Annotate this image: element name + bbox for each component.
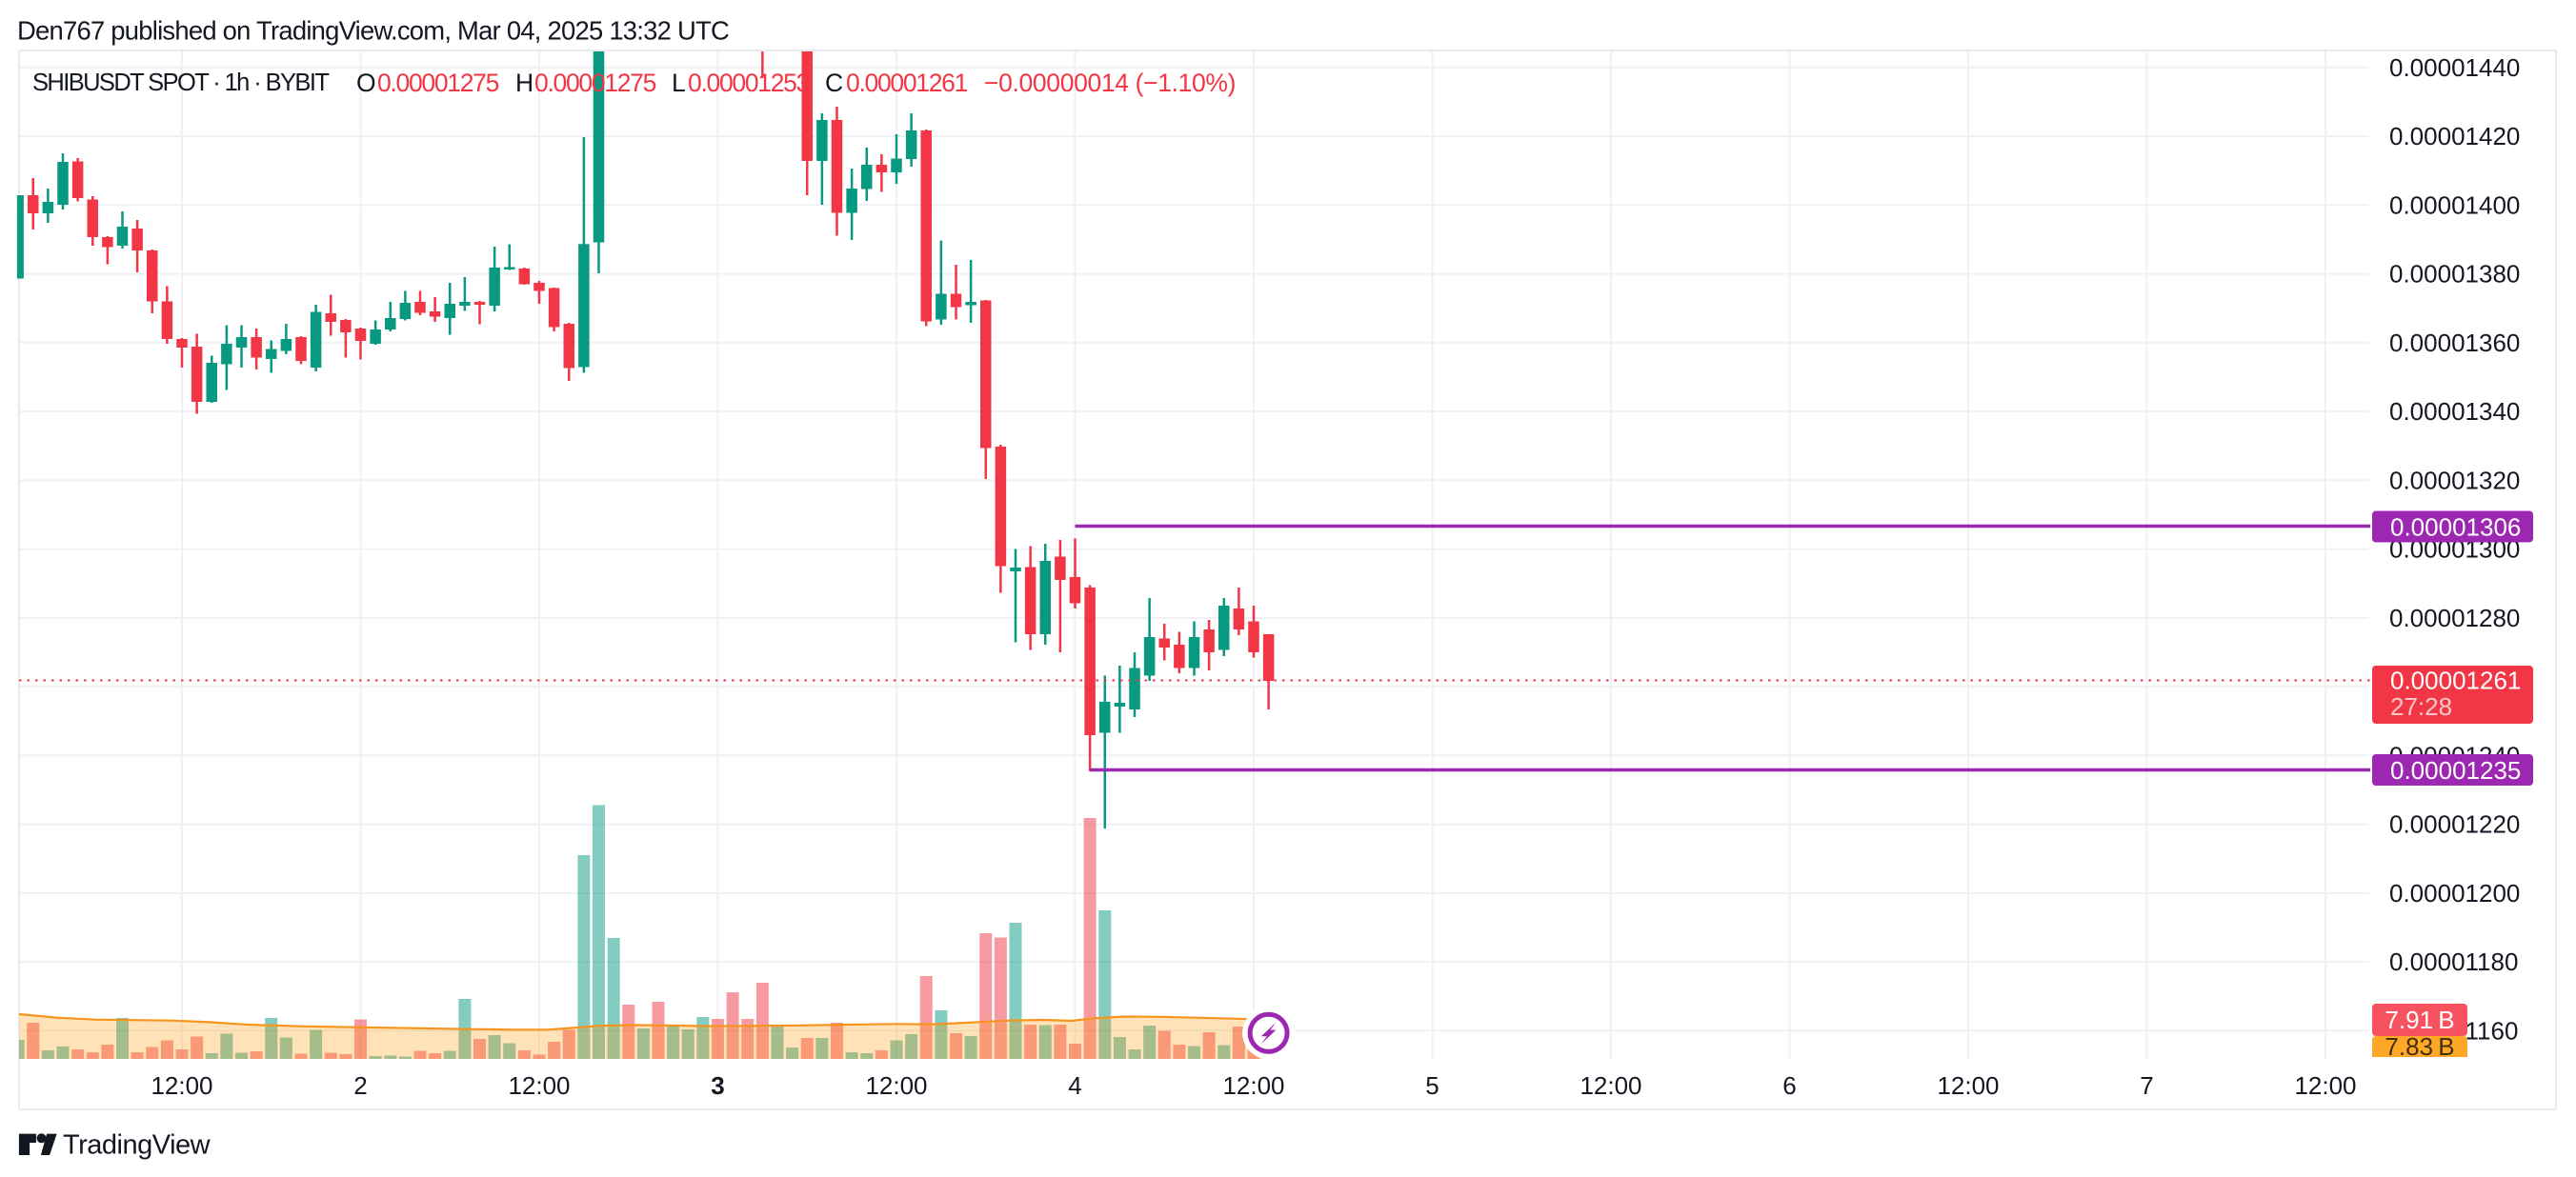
svg-text:2: 2: [353, 1071, 367, 1100]
svg-text:0.00001360: 0.00001360: [2389, 329, 2520, 357]
svg-text:5: 5: [1425, 1071, 1439, 1100]
svg-text:0.00001180: 0.00001180: [2389, 948, 2518, 976]
svg-text:3: 3: [711, 1071, 724, 1100]
svg-text:7.83 B: 7.83 B: [2385, 1032, 2454, 1061]
svg-text:0.00001440: 0.00001440: [2389, 53, 2520, 82]
svg-text:0.00001280: 0.00001280: [2389, 604, 2520, 632]
svg-text:TradingView: TradingView: [63, 1130, 211, 1161]
svg-text:0.00001306: 0.00001306: [2390, 513, 2521, 542]
svg-text:12:00: 12:00: [1222, 1071, 1284, 1100]
svg-text:0.00001400: 0.00001400: [2389, 190, 2520, 219]
svg-text:0.00001275: 0.00001275: [534, 69, 656, 97]
svg-text:O: O: [356, 69, 375, 97]
svg-text:L: L: [672, 69, 685, 97]
svg-text:0.00001380: 0.00001380: [2389, 260, 2520, 289]
svg-text:12:00: 12:00: [1937, 1071, 1999, 1100]
svg-text:C: C: [825, 69, 843, 97]
svg-text:SHIBUSDT SPOT · 1h · BYBIT: SHIBUSDT SPOT · 1h · BYBIT: [32, 70, 329, 96]
svg-text:0.00001220: 0.00001220: [2389, 810, 2520, 839]
svg-text:27:28: 27:28: [2390, 692, 2452, 721]
svg-text:0.00001235: 0.00001235: [2390, 756, 2521, 785]
svg-text:0.00001261: 0.00001261: [846, 69, 968, 97]
svg-text:7: 7: [2140, 1071, 2153, 1100]
svg-text:6: 6: [1782, 1071, 1796, 1100]
svg-text:Den767 published on TradingVie: Den767 published on TradingView.com, Mar…: [17, 16, 729, 46]
svg-text:12:00: 12:00: [508, 1071, 570, 1100]
svg-text:0.00001253: 0.00001253: [688, 69, 810, 97]
svg-text:H: H: [515, 69, 533, 97]
svg-text:12:00: 12:00: [151, 1071, 212, 1100]
svg-text:0.00001261: 0.00001261: [2390, 667, 2521, 695]
svg-text:0.00001275: 0.00001275: [377, 69, 499, 97]
svg-text:0.00001200: 0.00001200: [2389, 879, 2520, 908]
svg-text:7.91 B: 7.91 B: [2385, 1006, 2454, 1034]
svg-text:0.00001320: 0.00001320: [2389, 466, 2520, 494]
svg-text:0.00001420: 0.00001420: [2389, 122, 2520, 150]
svg-text:12:00: 12:00: [2294, 1071, 2356, 1100]
svg-text:−0.00000014 (−1.10%): −0.00000014 (−1.10%): [984, 69, 1236, 97]
svg-text:0.00001340: 0.00001340: [2389, 397, 2520, 426]
svg-text:4: 4: [1068, 1071, 1081, 1100]
svg-text:12:00: 12:00: [1580, 1071, 1641, 1100]
svg-text:12:00: 12:00: [865, 1071, 927, 1100]
